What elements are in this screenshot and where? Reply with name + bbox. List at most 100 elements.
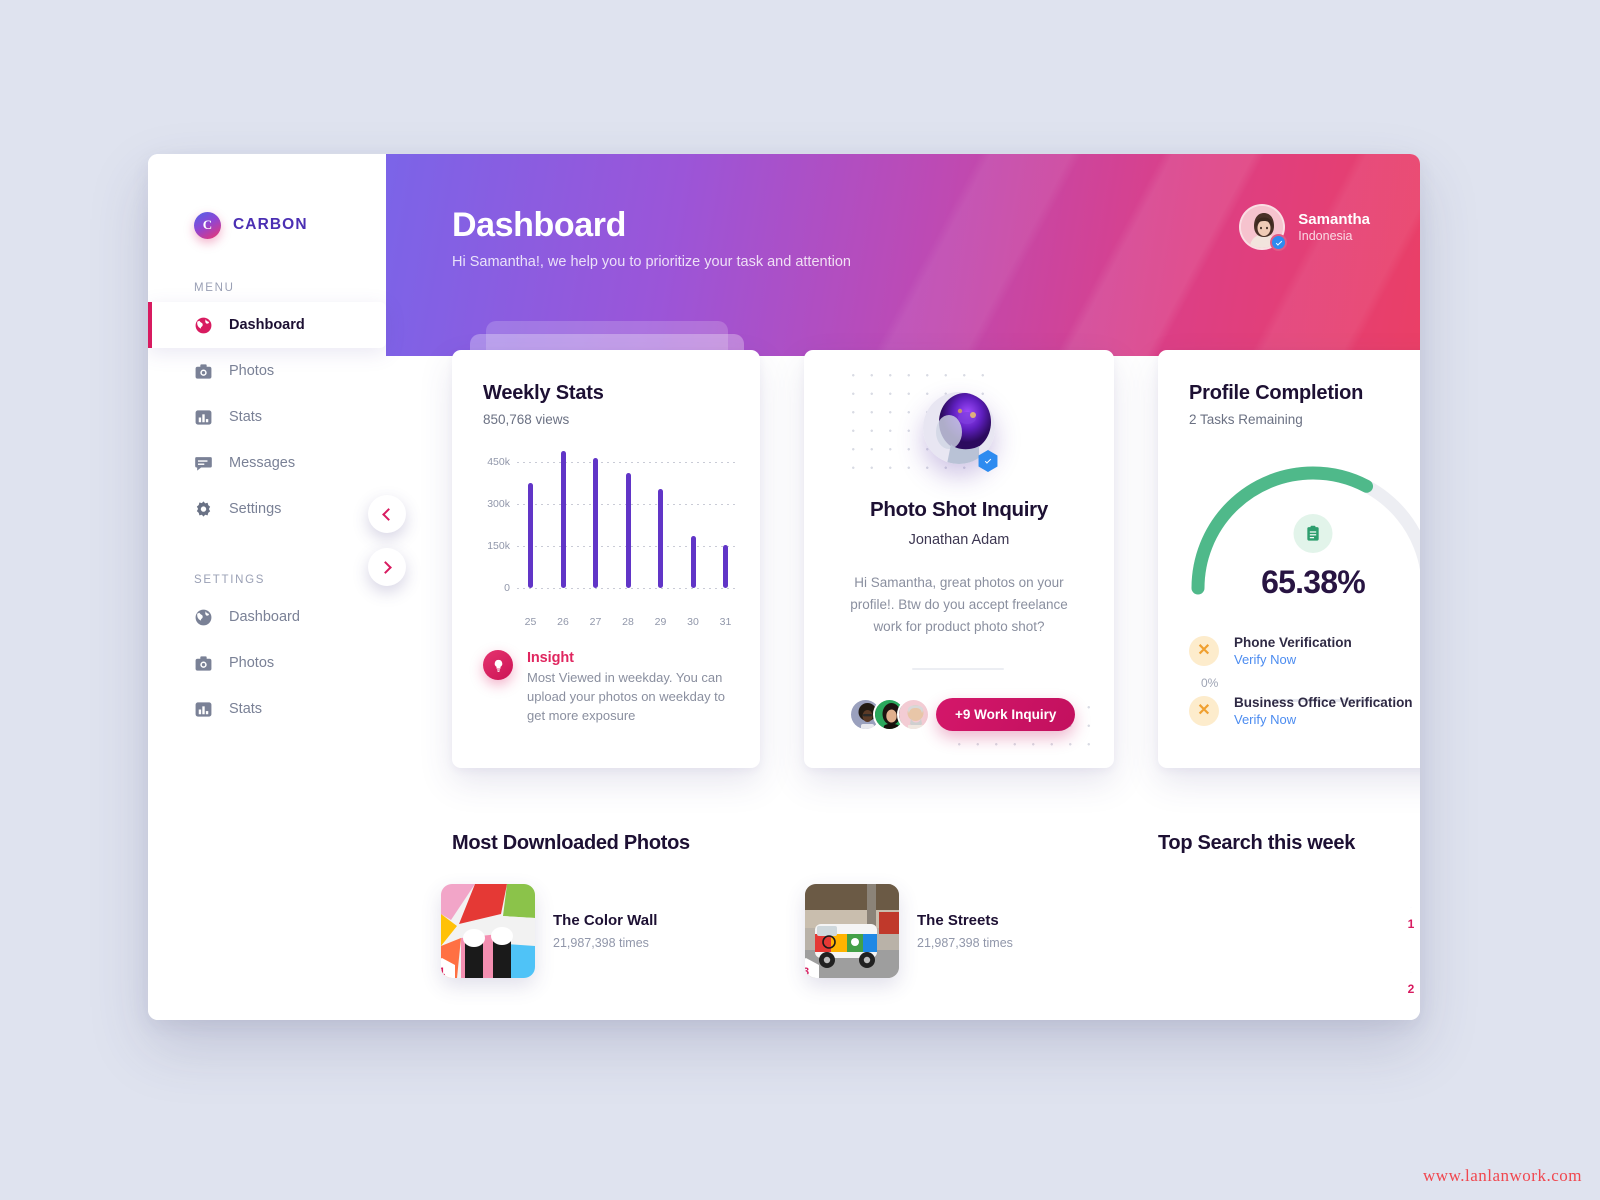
profile-subtitle: 2 Tasks Remaining [1189, 412, 1303, 427]
y-tick-label: 0 [504, 582, 510, 594]
sidebar-settings-item-photos[interactable]: Photos [148, 640, 386, 686]
chart-x-label: 27 [589, 616, 602, 628]
settings-section-label: SETTINGS [194, 574, 266, 586]
sidebar-item-settings[interactable]: Settings [148, 486, 386, 532]
gauge-min-label: 0% [1201, 676, 1219, 690]
verified-badge-icon [978, 450, 998, 472]
sidebar-settings-item-dashboard[interactable]: Dashboard [148, 594, 386, 640]
photo-download-count: 21,987,398 times [917, 936, 1013, 950]
chart-x-label: 29 [654, 616, 667, 628]
insight-text: Most Viewed in weekday. You can upload y… [527, 670, 726, 723]
chart-bar [528, 483, 533, 588]
sidebar-item-messages[interactable]: Messages [148, 440, 386, 486]
avatar[interactable] [897, 698, 930, 731]
camera-icon [195, 363, 212, 379]
chart-bar [658, 488, 663, 588]
sidebar-item-label: Photos [229, 655, 275, 671]
verification-title: Phone Verification [1234, 635, 1352, 650]
y-tick-label: 300k [487, 498, 510, 510]
sidebar-item-label: Dashboard [229, 317, 305, 333]
verification-title: Business Office Verification [1234, 695, 1413, 710]
sidebar-item-label: Messages [229, 455, 296, 471]
user-profile-chip[interactable]: Samantha Indonesia [1239, 204, 1370, 251]
rank-badge: 2 [1396, 972, 1420, 1006]
photo-thumbnail[interactable]: 1 [441, 884, 535, 978]
chart-bar [690, 536, 696, 588]
gauge-underline [1272, 699, 1382, 702]
downloaded-photo-item[interactable]: 3 The Streets 21,987,398 times [805, 884, 1013, 978]
y-tick-label: 450k [487, 456, 510, 468]
chart-x-label: 26 [557, 616, 569, 628]
brand-logo[interactable]: C CARBON [148, 210, 386, 240]
watermark: www.lanlanwork.com [1423, 1166, 1582, 1185]
photo-inquiry-card: Photo Shot Inquiry Jonathan Adam Hi Sama… [804, 350, 1114, 768]
verification-task-row[interactable]: ✕ Business Office Verification Verify No… [1189, 695, 1413, 727]
profile-completion-card: Profile Completion 2 Tasks Remaining 65.… [1158, 350, 1420, 768]
chevron-left-icon [382, 507, 395, 521]
avatar[interactable] [1239, 204, 1288, 251]
sidebar-item-label: Stats [229, 409, 263, 425]
work-inquiry-button[interactable]: +9 Work Inquiry [936, 698, 1076, 731]
sidebar-next-button[interactable] [368, 548, 406, 586]
top-search-heading: Top Search this week [1158, 832, 1356, 854]
clipboard-icon [1293, 514, 1333, 553]
verified-check-icon [1270, 234, 1288, 251]
most-downloaded-heading: Most Downloaded Photos [452, 832, 690, 854]
inquiry-actions: +9 Work Inquiry [849, 698, 1076, 731]
inquiry-avatar [923, 392, 995, 464]
downloaded-photo-item[interactable]: 1 The Color Wall 21,987,398 times [441, 884, 657, 978]
chart-bar [593, 457, 598, 588]
weekly-bar-chart: 450k 300k 150k 0 25 26 27 28 29 30 31 [452, 450, 760, 628]
globe-icon [195, 609, 212, 625]
sidebar: C CARBON MENU Dashboard Photos Stats Mes… [148, 154, 406, 1020]
divider [912, 668, 1004, 670]
chart-bar [723, 544, 728, 588]
weekly-views: 850,768 views [483, 412, 570, 427]
sidebar-item-label: Dashboard [229, 609, 300, 625]
chart-x-label: 25 [524, 616, 537, 628]
inquiry-message: Hi Samantha, great photos on your profil… [850, 575, 1068, 634]
sidebar-item-stats[interactable]: Stats [148, 394, 386, 440]
weekly-stats-card: Weekly Stats 850,768 views 450k 300k 150… [452, 350, 760, 768]
x-circle-icon: ✕ [1189, 696, 1219, 726]
sidebar-item-dashboard[interactable]: Dashboard [148, 302, 386, 348]
inquiry-sender-name: Jonathan Adam [908, 532, 1010, 548]
verify-now-link[interactable]: Verify Now [1234, 712, 1297, 727]
page-subtitle: Hi Samantha!, we help you to prioritize … [452, 254, 851, 270]
carbon-logo-icon: C [194, 211, 221, 239]
chart-x-label: 31 [719, 616, 732, 628]
bar-chart-icon [195, 409, 212, 425]
photo-title: The Color Wall [553, 912, 658, 929]
gear-icon [196, 500, 211, 517]
rank-badge: 1 [1396, 907, 1420, 941]
bar-chart-icon [195, 701, 212, 717]
chart-x-label: 28 [622, 616, 634, 628]
sidebar-settings-item-stats[interactable]: Stats [148, 686, 386, 732]
sidebar-prev-button[interactable] [368, 495, 406, 533]
menu-section-label: MENU [194, 282, 235, 294]
chart-bar [625, 473, 631, 588]
sidebar-item-photos[interactable]: Photos [148, 348, 386, 394]
verification-task-row[interactable]: ✕ Phone Verification Verify Now [1189, 635, 1352, 667]
photo-title: The Streets [917, 912, 999, 929]
main-content: Dashboard Hi Samantha!, we help you to p… [386, 154, 1420, 1020]
user-name: Samantha [1298, 210, 1370, 228]
globe-icon [195, 317, 212, 333]
card-title: Weekly Stats [483, 382, 604, 404]
verify-now-link[interactable]: Verify Now [1234, 652, 1297, 667]
completion-gauge: 65.38% 0% 100% [1172, 446, 1420, 702]
lightbulb-icon [483, 650, 513, 680]
photo-thumbnail[interactable]: 3 [805, 884, 899, 978]
insight-block: Insight Most Viewed in weekday. You can … [483, 650, 735, 726]
message-icon [195, 456, 212, 471]
sidebar-item-label: Settings [229, 501, 282, 517]
completion-percent: 65.38% [1261, 564, 1366, 600]
top-search-item[interactable]: 1 Sunrise City 1,987,398 times [1396, 890, 1420, 958]
inquiry-title: Photo Shot Inquiry [870, 498, 1048, 521]
top-search-item[interactable]: 2 Product Minimalism 1,987,398 times [1396, 955, 1420, 1020]
chart-x-label: 30 [687, 616, 699, 628]
chevron-right-icon [379, 560, 392, 574]
photo-download-count: 21,987,398 times [553, 936, 649, 950]
brand-name: CARBON [233, 216, 308, 233]
x-circle-icon: ✕ [1189, 636, 1219, 666]
